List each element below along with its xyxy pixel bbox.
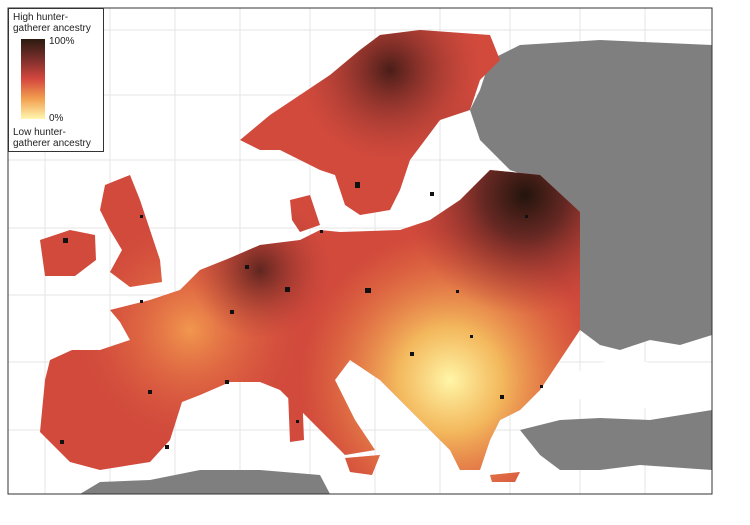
black-sea bbox=[570, 360, 680, 410]
legend: High hunter-gatherer ancestry 100% 0% Lo… bbox=[8, 8, 104, 152]
legend-color-bar bbox=[21, 39, 45, 119]
legend-title: High hunter-gatherer ancestry bbox=[13, 12, 91, 34]
grey-land bbox=[80, 40, 712, 494]
map-frame bbox=[7, 7, 713, 495]
legend-max-label: 100% bbox=[49, 36, 75, 47]
legend-footer: Low hunter-gatherer ancestry bbox=[13, 127, 91, 149]
legend-min-label: 0% bbox=[49, 113, 64, 124]
sample-sites bbox=[60, 182, 543, 449]
